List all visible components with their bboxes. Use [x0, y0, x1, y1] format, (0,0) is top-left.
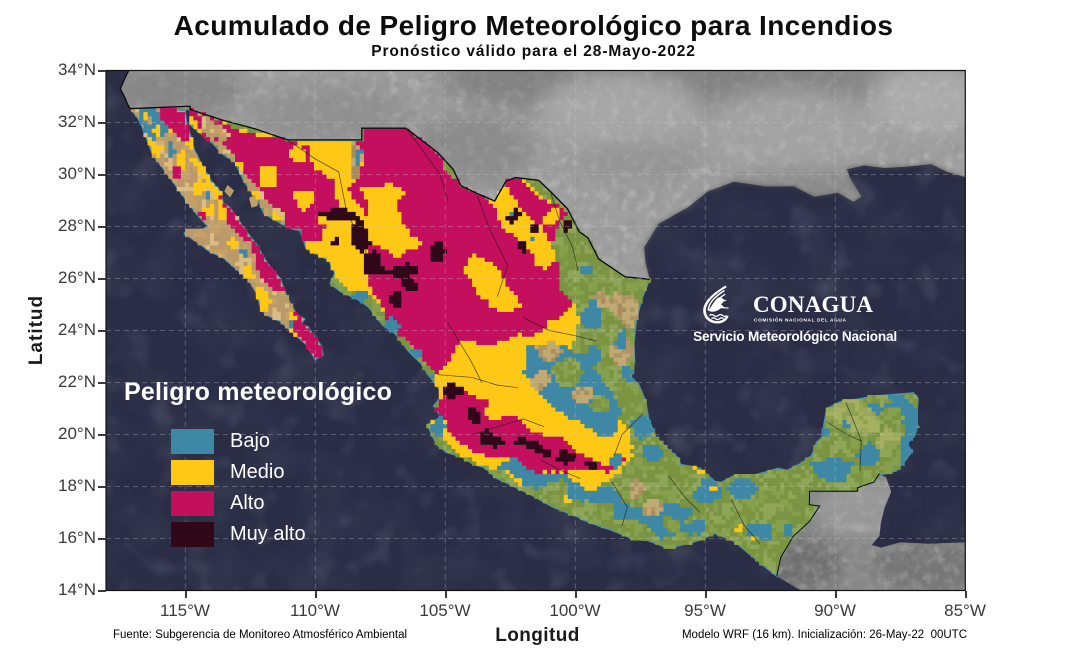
- svg-text:COMISIÓN NACIONAL DEL AGUA: COMISIÓN NACIONAL DEL AGUA: [754, 316, 847, 324]
- svg-text:CONAGUA: CONAGUA: [753, 292, 873, 317]
